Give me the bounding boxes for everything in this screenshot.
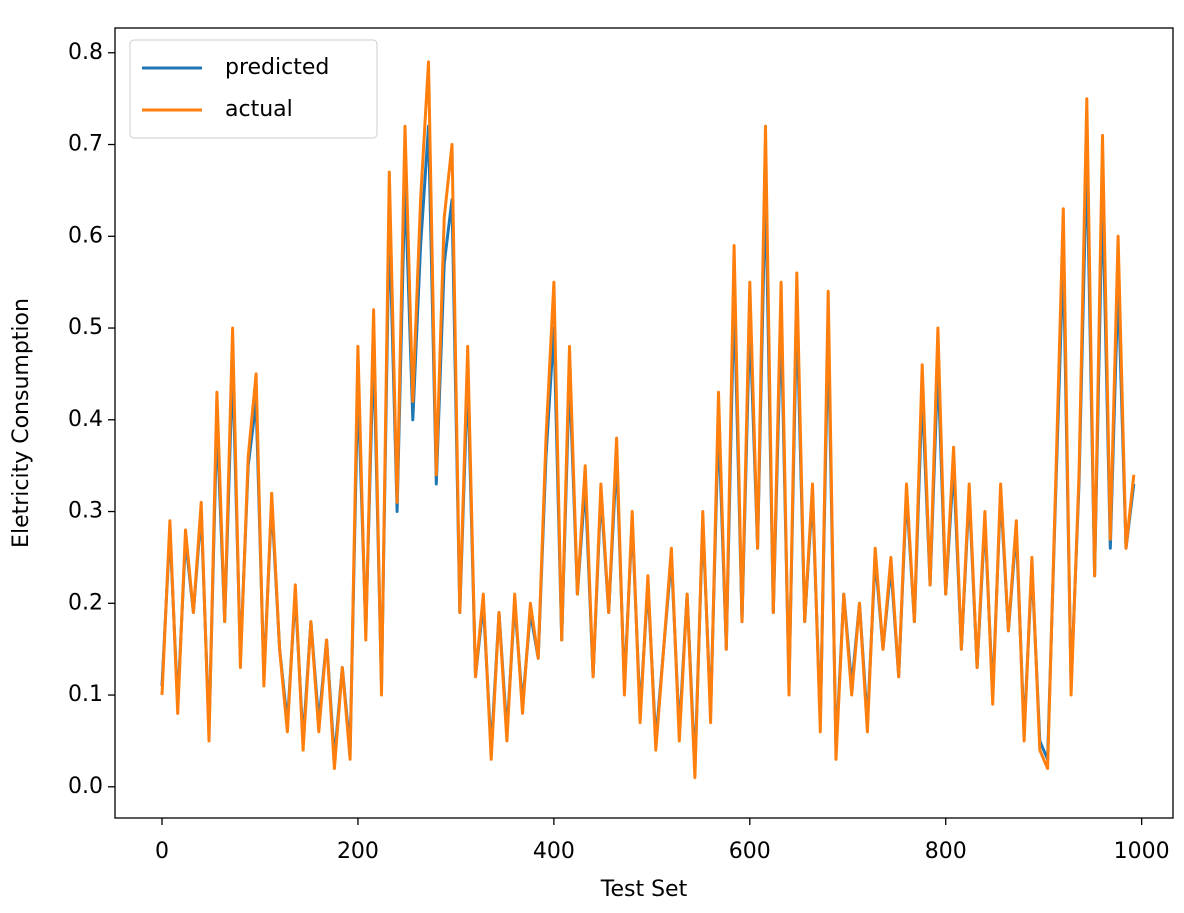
legend-label: predicted: [225, 55, 329, 80]
y-tick-label: 0.5: [68, 315, 103, 340]
legend-box: [129, 39, 378, 139]
legend-label: actual: [225, 97, 293, 122]
x-tick-label: 600: [729, 839, 771, 864]
y-tick-label: 0.0: [68, 774, 103, 799]
x-tick-label: 0: [155, 839, 169, 864]
y-tick-label: 0.4: [68, 407, 103, 432]
y-tick-label: 0.7: [68, 132, 103, 157]
y-axis-label: Eletricity Consumption: [9, 298, 34, 548]
x-tick-label: 200: [337, 839, 379, 864]
x-tick-label: 400: [533, 839, 575, 864]
y-tick-label: 0.8: [68, 40, 103, 65]
y-tick-label: 0.2: [68, 590, 103, 615]
y-tick-label: 0.3: [68, 499, 103, 524]
x-tick-label: 1000: [1114, 839, 1170, 864]
x-axis-label: Test Set: [600, 877, 688, 902]
x-tick-label: 800: [925, 839, 967, 864]
y-tick-label: 0.6: [68, 223, 103, 248]
plot-frame: [114, 27, 1174, 819]
series-line: [160, 60, 1136, 780]
y-tick-label: 0.1: [68, 682, 103, 707]
